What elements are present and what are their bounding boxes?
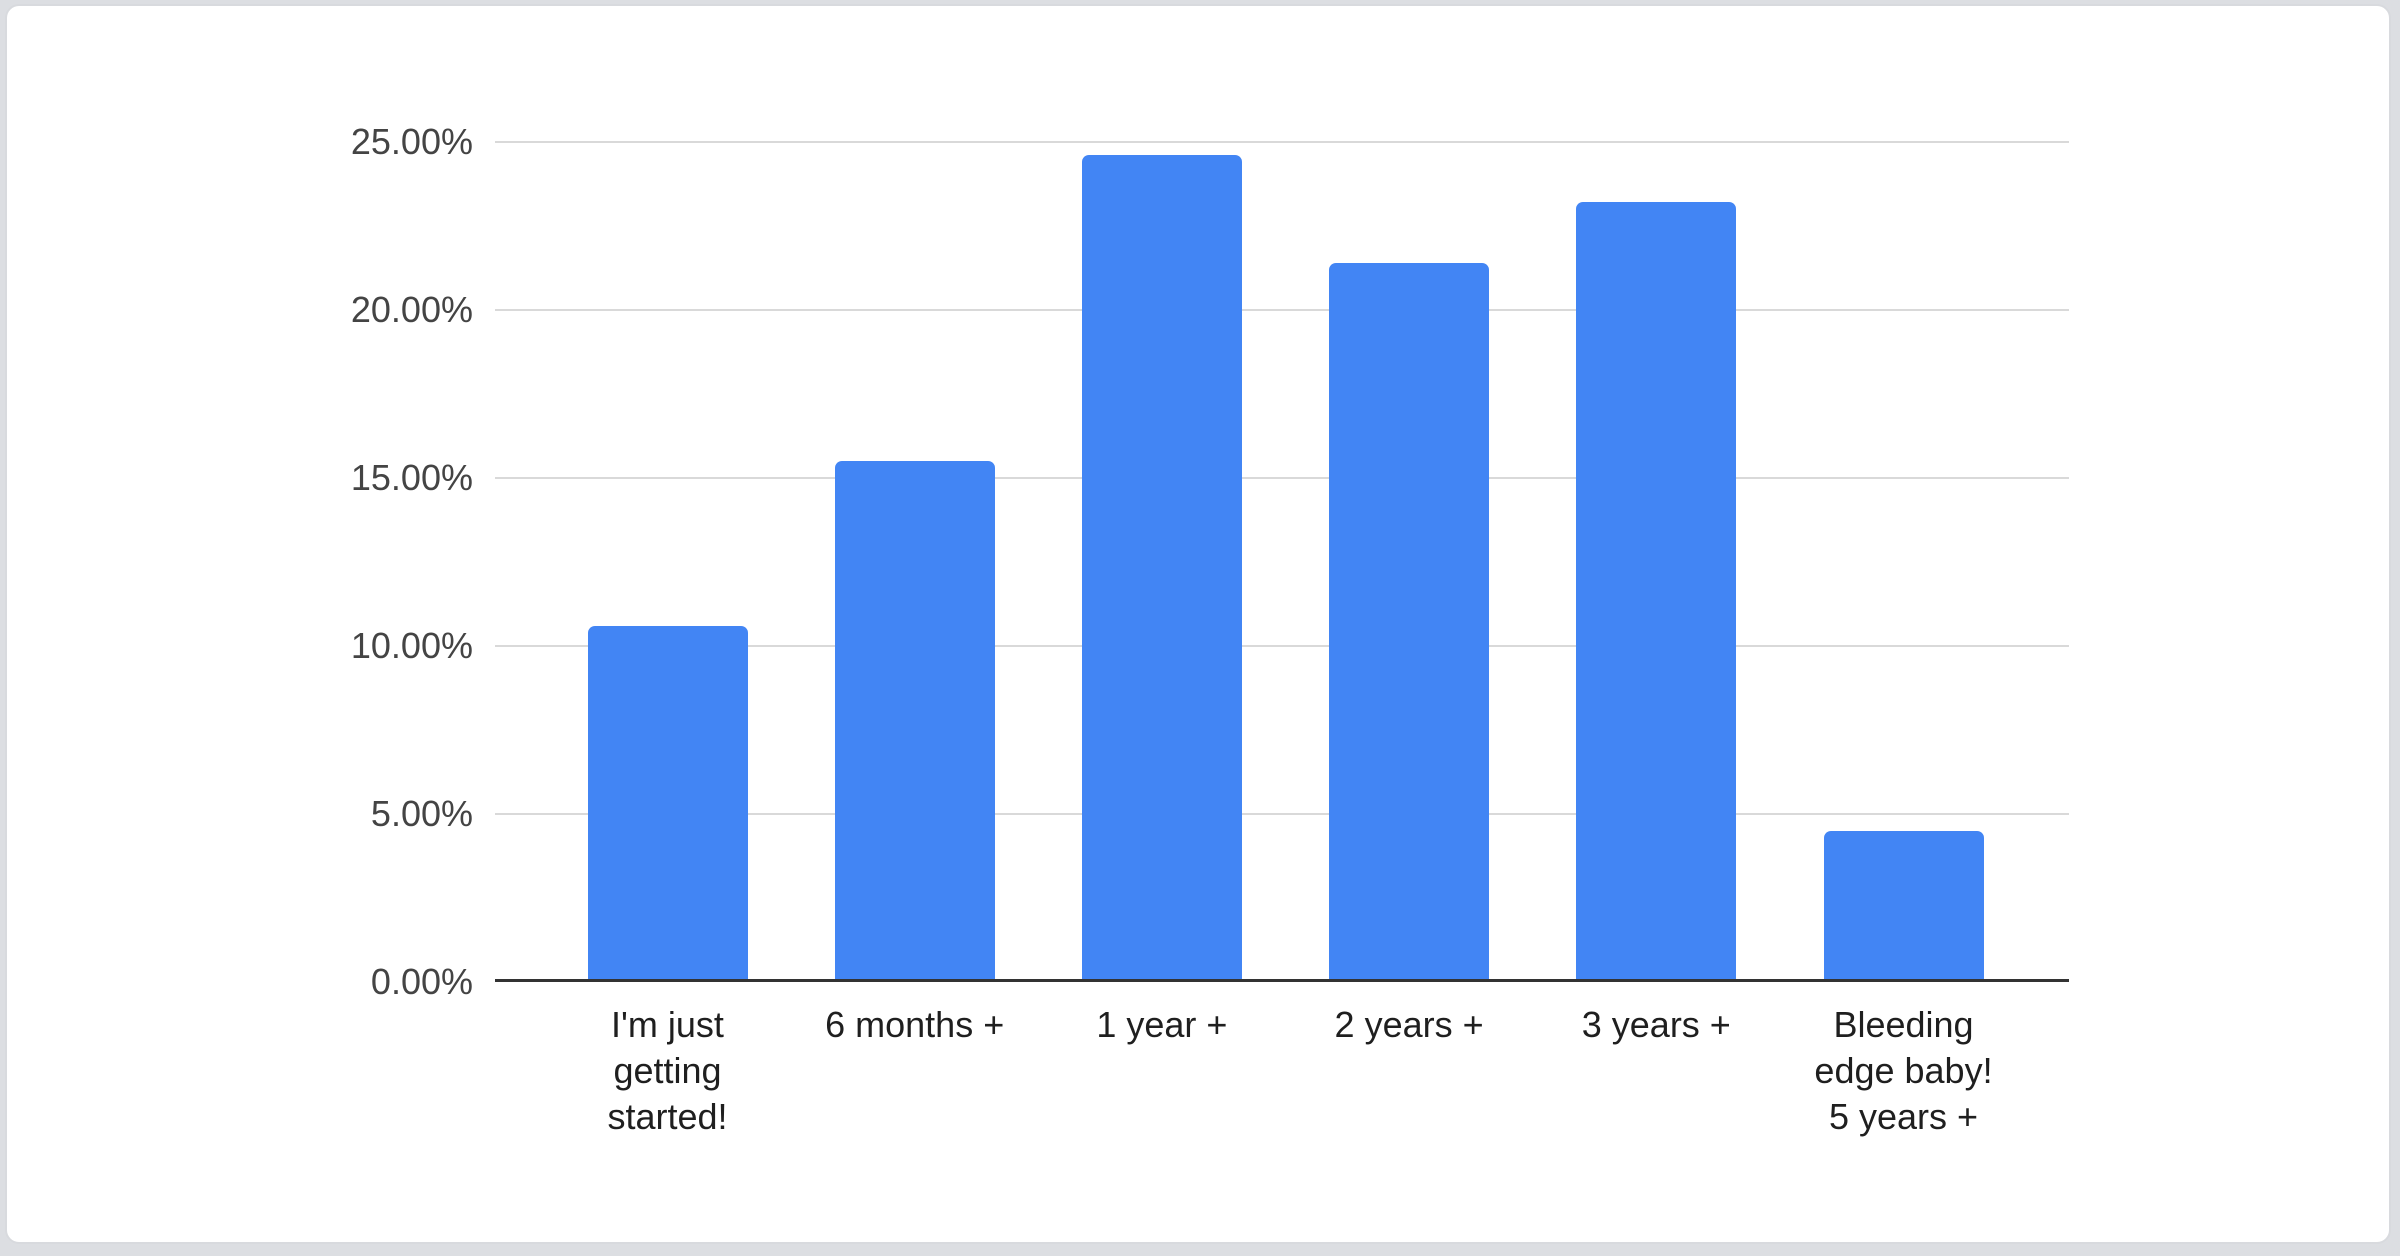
bar-6 — [1823, 830, 1984, 982]
x-axis-line — [495, 979, 2069, 982]
y-tick-label-10: 10.00% — [350, 625, 473, 666]
x-category-label-4: 2 years + — [1334, 1004, 1484, 1045]
y-tick-label-5: 5.00% — [370, 793, 473, 834]
y-tick-label-0: 0.00% — [370, 961, 473, 1002]
gridline-25 — [495, 141, 2069, 143]
x-category-label-2: 6 months + — [825, 1004, 1005, 1045]
x-category-label-3: 1 year + — [1096, 1004, 1228, 1045]
bar-2 — [834, 461, 995, 982]
gridline-15 — [495, 477, 2069, 479]
gridline-10 — [495, 645, 2069, 647]
y-tick-label-25: 25.00% — [350, 121, 473, 162]
gridline-5 — [495, 813, 2069, 815]
bar-1 — [587, 625, 748, 982]
plot-area — [495, 141, 2069, 982]
x-category-label-1: I'm just getting started! — [607, 1004, 728, 1137]
bar-4 — [1329, 262, 1490, 982]
gridline-20 — [495, 309, 2069, 311]
y-tick-label-15: 15.00% — [350, 457, 473, 498]
bar-5 — [1576, 202, 1737, 982]
x-category-label-5: 3 years + — [1581, 1004, 1731, 1045]
chart-card: 0.00% 5.00% 10.00% 15.00% 20.00% 25.00% I'm j… — [5, 4, 2391, 1244]
y-tick-label-20: 20.00% — [350, 289, 473, 330]
x-category-label-6: Bleeding edge baby! 5 years + — [1814, 1004, 1993, 1137]
bar-3 — [1081, 155, 1242, 982]
